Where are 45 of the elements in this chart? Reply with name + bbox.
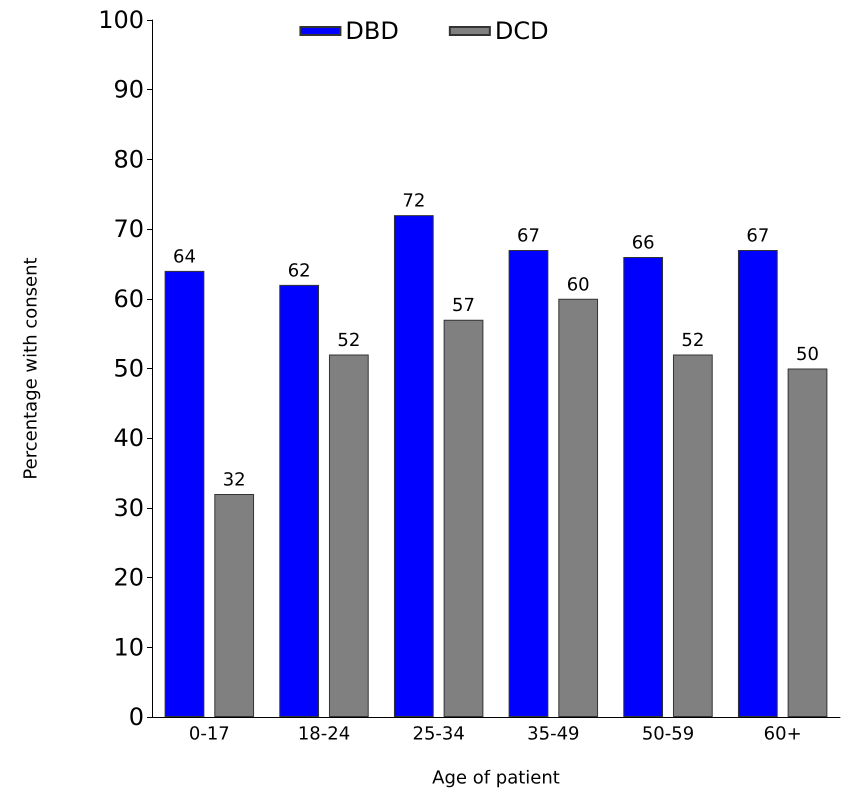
data-label: 50 xyxy=(796,344,819,365)
bar xyxy=(558,298,598,717)
data-label: 67 xyxy=(746,226,770,247)
y-axis-title: Percentage with consent xyxy=(20,257,42,480)
x-tick-label: 18-24 xyxy=(298,724,350,744)
bar xyxy=(508,250,548,717)
data-label: 72 xyxy=(402,190,426,212)
bar xyxy=(623,256,664,717)
data-label: 52 xyxy=(337,330,360,352)
data-label: 64 xyxy=(173,246,196,268)
y-tick-label: 60 xyxy=(113,284,144,313)
bar xyxy=(279,284,320,717)
y-tick-label: 80 xyxy=(113,145,144,174)
legend-label: DCD xyxy=(494,17,549,45)
data-label: 57 xyxy=(452,295,475,316)
y-tick-label: 20 xyxy=(113,564,144,592)
bar xyxy=(444,320,484,717)
data-label: 62 xyxy=(288,260,311,282)
data-label: 66 xyxy=(632,232,655,254)
data-label: 52 xyxy=(681,330,704,352)
y-tick-label: 70 xyxy=(113,215,144,244)
y-tick-label: 0 xyxy=(128,703,144,731)
bar xyxy=(738,250,778,717)
y-tick-label: 30 xyxy=(113,494,144,522)
data-label: 32 xyxy=(222,469,246,490)
y-tick-label: 100 xyxy=(98,6,144,34)
bar xyxy=(394,215,434,717)
x-tick-label: 35-49 xyxy=(527,724,580,744)
y-tick-label: 50 xyxy=(113,354,144,382)
y-tick-label: 90 xyxy=(113,76,144,104)
bar xyxy=(672,354,713,717)
x-tick-label: 0-17 xyxy=(188,724,230,744)
bar xyxy=(788,368,828,717)
x-axis-title: Age of patient xyxy=(432,768,560,788)
y-tick-label: 10 xyxy=(113,633,144,662)
x-tick-label: 60+ xyxy=(764,724,802,744)
bar xyxy=(328,354,369,717)
bar xyxy=(214,494,254,717)
x-tick-label: 25-34 xyxy=(412,724,465,744)
y-tick-label: 40 xyxy=(113,424,144,452)
x-tick-label: 50-59 xyxy=(642,724,694,744)
data-label: 67 xyxy=(517,226,540,247)
bar xyxy=(164,270,204,717)
data-label: 60 xyxy=(566,274,590,296)
legend-label: DBD xyxy=(345,17,399,45)
